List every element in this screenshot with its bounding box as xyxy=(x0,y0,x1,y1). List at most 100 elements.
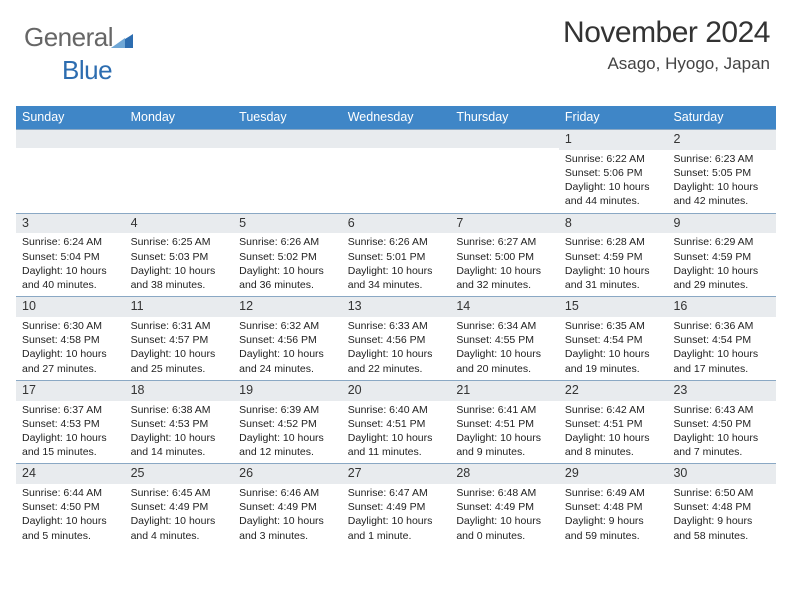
sunset-text: Sunset: 4:49 PM xyxy=(456,500,553,514)
sunset-text: Sunset: 4:54 PM xyxy=(565,333,662,347)
header-right: November 2024 Asago, Hyogo, Japan xyxy=(563,16,770,74)
day-body: Sunrise: 6:43 AMSunset: 4:50 PMDaylight:… xyxy=(667,401,776,464)
sunset-text: Sunset: 4:48 PM xyxy=(673,500,770,514)
daylight-text: Daylight: 10 hours and 40 minutes. xyxy=(22,264,119,292)
calendar-day: 8Sunrise: 6:28 AMSunset: 4:59 PMDaylight… xyxy=(559,214,668,297)
calendar-day: 15Sunrise: 6:35 AMSunset: 4:54 PMDayligh… xyxy=(559,297,668,380)
sunrise-text: Sunrise: 6:46 AM xyxy=(239,486,336,500)
calendar-day xyxy=(233,130,342,213)
sunrise-text: Sunrise: 6:35 AM xyxy=(565,319,662,333)
calendar-day: 7Sunrise: 6:27 AMSunset: 5:00 PMDaylight… xyxy=(450,214,559,297)
sunrise-text: Sunrise: 6:26 AM xyxy=(348,235,445,249)
day-body: Sunrise: 6:24 AMSunset: 5:04 PMDaylight:… xyxy=(16,233,125,296)
calendar-day: 22Sunrise: 6:42 AMSunset: 4:51 PMDayligh… xyxy=(559,381,668,464)
calendar-day: 5Sunrise: 6:26 AMSunset: 5:02 PMDaylight… xyxy=(233,214,342,297)
day-number: 11 xyxy=(125,297,234,317)
day-body: Sunrise: 6:46 AMSunset: 4:49 PMDaylight:… xyxy=(233,484,342,547)
day-body: Sunrise: 6:41 AMSunset: 4:51 PMDaylight:… xyxy=(450,401,559,464)
sunrise-text: Sunrise: 6:41 AM xyxy=(456,403,553,417)
day-number: 5 xyxy=(233,214,342,234)
daylight-text: Daylight: 9 hours and 58 minutes. xyxy=(673,514,770,542)
calendar-day: 19Sunrise: 6:39 AMSunset: 4:52 PMDayligh… xyxy=(233,381,342,464)
sunset-text: Sunset: 5:01 PM xyxy=(348,250,445,264)
daylight-text: Daylight: 10 hours and 9 minutes. xyxy=(456,431,553,459)
daylight-text: Daylight: 10 hours and 34 minutes. xyxy=(348,264,445,292)
sunrise-text: Sunrise: 6:50 AM xyxy=(673,486,770,500)
calendar-day: 1Sunrise: 6:22 AMSunset: 5:06 PMDaylight… xyxy=(559,130,668,213)
sunrise-text: Sunrise: 6:36 AM xyxy=(673,319,770,333)
day-number: 7 xyxy=(450,214,559,234)
daylight-text: Daylight: 10 hours and 22 minutes. xyxy=(348,347,445,375)
calendar-week: 3Sunrise: 6:24 AMSunset: 5:04 PMDaylight… xyxy=(16,213,776,297)
day-body: Sunrise: 6:26 AMSunset: 5:01 PMDaylight:… xyxy=(342,233,451,296)
day-number: 23 xyxy=(667,381,776,401)
sunrise-text: Sunrise: 6:49 AM xyxy=(565,486,662,500)
day-body: Sunrise: 6:35 AMSunset: 4:54 PMDaylight:… xyxy=(559,317,668,380)
weekday-header: Tuesday xyxy=(233,106,342,129)
calendar-week: 17Sunrise: 6:37 AMSunset: 4:53 PMDayligh… xyxy=(16,380,776,464)
sunrise-text: Sunrise: 6:28 AM xyxy=(565,235,662,249)
day-body: Sunrise: 6:50 AMSunset: 4:48 PMDaylight:… xyxy=(667,484,776,547)
sunrise-text: Sunrise: 6:40 AM xyxy=(348,403,445,417)
day-body: Sunrise: 6:25 AMSunset: 5:03 PMDaylight:… xyxy=(125,233,234,296)
day-body: Sunrise: 6:27 AMSunset: 5:00 PMDaylight:… xyxy=(450,233,559,296)
day-number: 15 xyxy=(559,297,668,317)
calendar-day: 11Sunrise: 6:31 AMSunset: 4:57 PMDayligh… xyxy=(125,297,234,380)
calendar-day: 10Sunrise: 6:30 AMSunset: 4:58 PMDayligh… xyxy=(16,297,125,380)
calendar-day: 20Sunrise: 6:40 AMSunset: 4:51 PMDayligh… xyxy=(342,381,451,464)
day-body: Sunrise: 6:37 AMSunset: 4:53 PMDaylight:… xyxy=(16,401,125,464)
logo-text-1: General xyxy=(24,22,113,52)
calendar-day xyxy=(342,130,451,213)
day-body: Sunrise: 6:36 AMSunset: 4:54 PMDaylight:… xyxy=(667,317,776,380)
daylight-text: Daylight: 10 hours and 4 minutes. xyxy=(131,514,228,542)
day-body: Sunrise: 6:45 AMSunset: 4:49 PMDaylight:… xyxy=(125,484,234,547)
day-number: 1 xyxy=(559,130,668,150)
sunset-text: Sunset: 5:06 PM xyxy=(565,166,662,180)
day-body: Sunrise: 6:31 AMSunset: 4:57 PMDaylight:… xyxy=(125,317,234,380)
daylight-text: Daylight: 10 hours and 14 minutes. xyxy=(131,431,228,459)
daylight-text: Daylight: 10 hours and 31 minutes. xyxy=(565,264,662,292)
calendar-day: 13Sunrise: 6:33 AMSunset: 4:56 PMDayligh… xyxy=(342,297,451,380)
sunset-text: Sunset: 4:51 PM xyxy=(565,417,662,431)
daylight-text: Daylight: 10 hours and 32 minutes. xyxy=(456,264,553,292)
sunrise-text: Sunrise: 6:31 AM xyxy=(131,319,228,333)
day-number xyxy=(125,130,234,148)
calendar-day: 24Sunrise: 6:44 AMSunset: 4:50 PMDayligh… xyxy=(16,464,125,547)
weekday-header: Sunday xyxy=(16,106,125,129)
daylight-text: Daylight: 10 hours and 36 minutes. xyxy=(239,264,336,292)
day-number: 13 xyxy=(342,297,451,317)
day-number: 22 xyxy=(559,381,668,401)
daylight-text: Daylight: 10 hours and 7 minutes. xyxy=(673,431,770,459)
sunset-text: Sunset: 4:49 PM xyxy=(239,500,336,514)
calendar-day: 25Sunrise: 6:45 AMSunset: 4:49 PMDayligh… xyxy=(125,464,234,547)
daylight-text: Daylight: 10 hours and 12 minutes. xyxy=(239,431,336,459)
day-body: Sunrise: 6:42 AMSunset: 4:51 PMDaylight:… xyxy=(559,401,668,464)
weekday-header: Friday xyxy=(559,106,668,129)
calendar-day: 26Sunrise: 6:46 AMSunset: 4:49 PMDayligh… xyxy=(233,464,342,547)
sunrise-text: Sunrise: 6:23 AM xyxy=(673,152,770,166)
day-body: Sunrise: 6:34 AMSunset: 4:55 PMDaylight:… xyxy=(450,317,559,380)
sunset-text: Sunset: 4:48 PM xyxy=(565,500,662,514)
sunrise-text: Sunrise: 6:34 AM xyxy=(456,319,553,333)
calendar-day: 6Sunrise: 6:26 AMSunset: 5:01 PMDaylight… xyxy=(342,214,451,297)
daylight-text: Daylight: 10 hours and 24 minutes. xyxy=(239,347,336,375)
calendar-day: 17Sunrise: 6:37 AMSunset: 4:53 PMDayligh… xyxy=(16,381,125,464)
sunrise-text: Sunrise: 6:27 AM xyxy=(456,235,553,249)
sunset-text: Sunset: 4:51 PM xyxy=(348,417,445,431)
weekday-header: Monday xyxy=(125,106,234,129)
sunrise-text: Sunrise: 6:24 AM xyxy=(22,235,119,249)
calendar-day: 9Sunrise: 6:29 AMSunset: 4:59 PMDaylight… xyxy=(667,214,776,297)
sunset-text: Sunset: 4:55 PM xyxy=(456,333,553,347)
weekday-header: Thursday xyxy=(450,106,559,129)
day-body: Sunrise: 6:49 AMSunset: 4:48 PMDaylight:… xyxy=(559,484,668,547)
sunset-text: Sunset: 4:57 PM xyxy=(131,333,228,347)
month-title: November 2024 xyxy=(563,16,770,50)
sunset-text: Sunset: 4:51 PM xyxy=(456,417,553,431)
daylight-text: Daylight: 10 hours and 15 minutes. xyxy=(22,431,119,459)
sunrise-text: Sunrise: 6:26 AM xyxy=(239,235,336,249)
daylight-text: Daylight: 10 hours and 38 minutes. xyxy=(131,264,228,292)
day-number xyxy=(450,130,559,148)
day-body: Sunrise: 6:22 AMSunset: 5:06 PMDaylight:… xyxy=(559,150,668,213)
calendar-day: 2Sunrise: 6:23 AMSunset: 5:05 PMDaylight… xyxy=(667,130,776,213)
sunset-text: Sunset: 4:59 PM xyxy=(673,250,770,264)
